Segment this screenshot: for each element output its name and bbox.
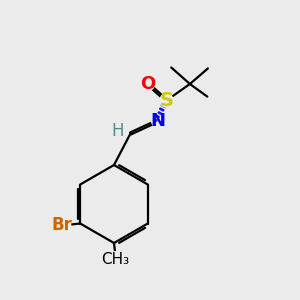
Circle shape	[54, 217, 70, 233]
Circle shape	[141, 77, 154, 91]
Circle shape	[152, 114, 165, 127]
Circle shape	[108, 252, 123, 267]
Text: O: O	[140, 75, 155, 93]
Circle shape	[112, 126, 123, 136]
Circle shape	[160, 94, 173, 107]
Text: N: N	[151, 112, 166, 130]
Text: Br: Br	[52, 216, 73, 234]
Text: S: S	[160, 91, 173, 110]
Text: H: H	[112, 122, 124, 140]
Text: CH₃: CH₃	[101, 252, 130, 267]
